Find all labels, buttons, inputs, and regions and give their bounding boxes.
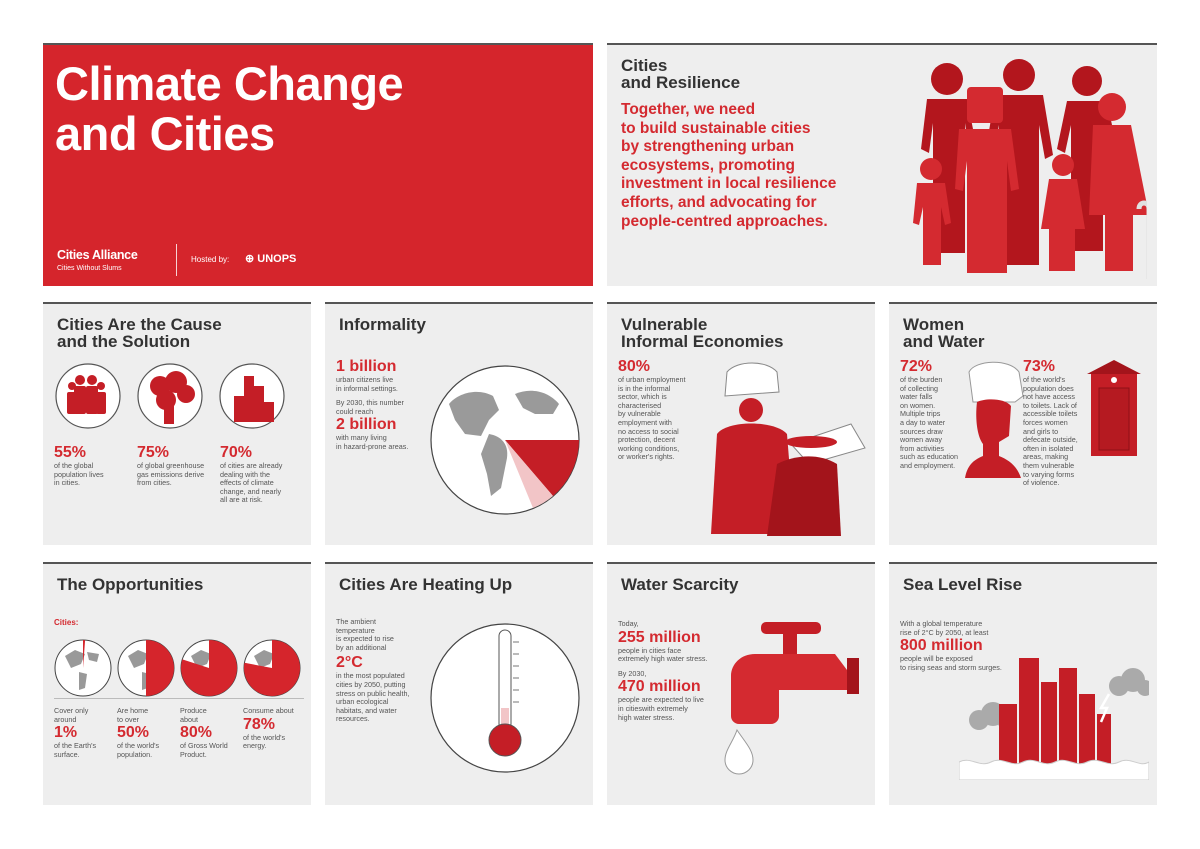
- opportunities-divider: [54, 698, 304, 699]
- sea-level-panel: Sea Level Rise With a global temperature…: [889, 562, 1157, 805]
- opportunities-title: The Opportunities: [57, 575, 204, 594]
- women-title: Women and Water: [903, 315, 985, 351]
- cause-panel: Cities Are the Cause and the Solution 55…: [43, 302, 311, 545]
- brand-name: Cities Alliance: [57, 248, 138, 262]
- opp-stat-2: Are home to over 50% of the world's popu…: [117, 706, 160, 759]
- host-org-name: UNOPS: [257, 253, 297, 265]
- opportunity-share-wedge: [146, 640, 174, 696]
- globe-icon: [430, 365, 580, 515]
- toilet-outhouse-icon: [1087, 360, 1141, 456]
- water-tap-icon: [724, 622, 859, 775]
- opportunity-globe-3: [180, 639, 238, 697]
- heating-stat: The ambient temperature is expected to r…: [336, 617, 410, 724]
- flooded-city-icon: [959, 658, 1149, 780]
- thermometer-icon: [430, 623, 580, 773]
- cause-title: Cities Are the Cause and the Solution: [57, 315, 222, 351]
- opportunities-panel: The Opportunities Cities: Cover only aro…: [43, 562, 311, 805]
- opp-stat-4: Consume about 78% of the world's energy.: [243, 706, 294, 751]
- heating-title: Cities Are Heating Up: [339, 575, 513, 594]
- heating-panel: Cities Are Heating Up The ambient temper…: [325, 562, 593, 805]
- opportunity-globe-4: [243, 639, 301, 697]
- cause-icons: [55, 363, 285, 429]
- sea-stat: With a global temperature rise of 2°C by…: [900, 619, 1002, 672]
- vulnerable-title: Vulnerable Informal Economies: [621, 315, 784, 351]
- resilience-panel: Cities and Resilience Together, we need …: [607, 43, 1157, 286]
- opportunities-globes: [54, 639, 301, 697]
- women-water-panel: Women and Water 72% of the burden of col…: [889, 302, 1157, 545]
- opportunity-share-wedge: [181, 640, 238, 696]
- resilience-statement: Together, we need to build sustainable c…: [621, 101, 837, 230]
- women-stat-2: 73% of the world's population does not h…: [1023, 358, 1078, 488]
- cause-stat-2: 75% of global greenhouse gas emissions d…: [137, 444, 205, 488]
- resilience-title: Cities and Resilience: [621, 56, 741, 92]
- sea-title: Sea Level Rise: [903, 575, 1023, 594]
- vulnerable-panel: Vulnerable Informal Economies 80% of urb…: [607, 302, 875, 545]
- brand-tagline: Cities Without Slums: [57, 265, 122, 272]
- page-title: Climate Change and Cities: [55, 57, 404, 160]
- hero-banner: Climate Change and Cities Cities Allianc…: [43, 43, 593, 286]
- vulnerable-stat: 80% of urban employment is in the inform…: [618, 358, 686, 462]
- informality-stats: 1 billion urban citizens live in informa…: [336, 358, 409, 451]
- host-org-logo: ⊕ UNOPS: [245, 253, 297, 265]
- workers-carrying-icon: [711, 362, 866, 536]
- opportunity-share-wedge: [244, 640, 300, 696]
- brand-divider: [176, 244, 177, 276]
- opp-stat-3: Produce about 80% of Gross World Product…: [180, 706, 228, 759]
- scarcity-stats: Today, 255 million people in cities face…: [618, 619, 708, 722]
- women-stat-1: 72% of the burden of collecting water fa…: [900, 358, 958, 470]
- opportunities-label: Cities:: [54, 618, 79, 627]
- opportunity-globe-1: [54, 639, 112, 697]
- opportunity-globe-2: [117, 639, 175, 697]
- hosted-label: Hosted by:: [191, 255, 230, 264]
- opportunity-share-wedge: [83, 640, 86, 668]
- family-icon: [913, 59, 1147, 279]
- opp-stat-1: Cover only around 1% of the Earth's surf…: [54, 706, 97, 759]
- scarcity-panel: Water Scarcity Today, 255 million people…: [607, 562, 875, 805]
- woman-head-icon: [965, 361, 1024, 478]
- informality-panel: Informality 1 billion urban citizens liv…: [325, 302, 593, 545]
- informality-title: Informality: [339, 315, 426, 334]
- cause-stat-1: 55% of the global population lives in ci…: [54, 444, 104, 488]
- scarcity-title: Water Scarcity: [621, 575, 739, 594]
- cause-stat-3: 70% of cities are already dealing with t…: [220, 444, 283, 505]
